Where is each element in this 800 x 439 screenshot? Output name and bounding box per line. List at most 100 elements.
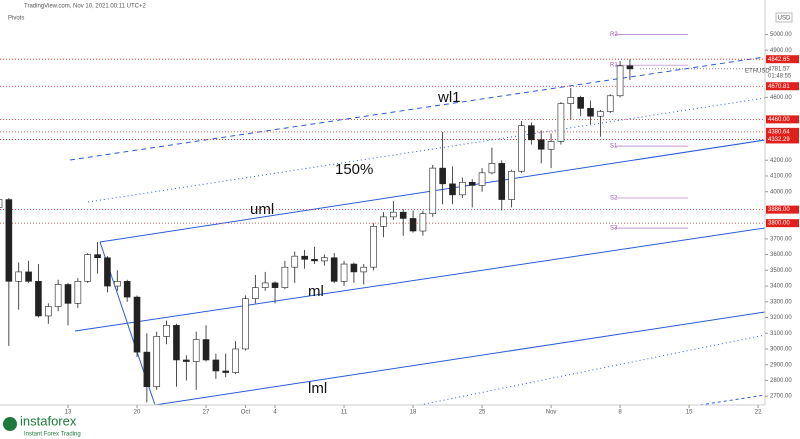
price-tag-label: 4670.81 (768, 84, 790, 90)
candle-body (537, 139, 545, 150)
candle-body (508, 170, 515, 200)
x-tick-label: 25 (479, 410, 486, 416)
currency-button[interactable] (775, 12, 793, 23)
candle-body (409, 218, 417, 232)
candle-body (222, 370, 230, 373)
y-tick-label: 3100.00 (770, 331, 792, 337)
annotation: wl1 (437, 89, 461, 106)
candle-body (311, 259, 318, 262)
currency: USD (778, 16, 791, 22)
candle-body (498, 163, 506, 200)
candle-body (587, 108, 594, 117)
candle-body (192, 339, 200, 362)
candle-body (163, 325, 170, 337)
candle-body (340, 263, 348, 282)
y-tick-label: 5000.00 (770, 32, 792, 38)
y-tick-label: 3500.00 (770, 268, 792, 274)
candle-body (488, 163, 496, 174)
x-tick-label: Nov (546, 410, 557, 416)
candle-body (104, 257, 111, 287)
candle-body (439, 167, 446, 185)
candle-body (449, 183, 456, 196)
candle-body (54, 284, 62, 307)
price-tag (766, 115, 799, 124)
x-tick-label: 27 (203, 410, 210, 416)
lower-line (419, 334, 766, 406)
candle-body (321, 257, 328, 262)
brand: instaforex (20, 413, 77, 428)
candle-body (84, 254, 92, 282)
y-tick-label: 4000.00 (770, 189, 792, 195)
candle-body (183, 359, 190, 362)
watermark: instaforex Instant Forex Trading (3, 413, 81, 438)
candle-body (518, 125, 525, 172)
y-tick-label: 4200.00 (770, 158, 792, 164)
candle-body (281, 266, 289, 288)
y-tick-label: 4100.00 (770, 174, 792, 180)
candle-body (212, 359, 220, 372)
candle-body (597, 111, 604, 117)
price-tag (766, 82, 799, 91)
y-tick-label: 2700.00 (770, 394, 792, 400)
y-tick-label: 3700.00 (770, 236, 792, 242)
tagline: Instant Forex Trading (24, 432, 81, 438)
candle-body (419, 213, 427, 232)
fib-line (87, 97, 766, 203)
candle-body (360, 266, 368, 273)
candle-body (399, 211, 407, 219)
x-tick-label: 18 (410, 410, 417, 416)
candle-body (123, 281, 131, 298)
price-tag-label: 4842.65 (768, 57, 790, 63)
last-price-symbol: ETHUSD (745, 68, 770, 74)
candle-body (114, 281, 121, 287)
y-tick-label: 4900.00 (770, 48, 792, 54)
y-tick-label: 2800.00 (770, 378, 792, 384)
last-price: 4781.57 (768, 66, 790, 72)
logo (3, 417, 17, 431)
y-tick-label: 3400.00 (770, 284, 792, 290)
x-tick-label: 22 (755, 410, 762, 416)
y-tick-label: 2900.00 (770, 362, 792, 368)
x-tick-label: 11 (341, 410, 348, 416)
candle-body (301, 255, 308, 260)
countdown: 01:48:55 (768, 73, 792, 79)
annotation: ml (308, 283, 324, 300)
price-tag (766, 55, 799, 64)
candle-body (468, 181, 476, 186)
pivot-label: S1 (610, 144, 618, 150)
y-tick-label: 3000.00 (770, 347, 792, 353)
x-tick-label: 15 (686, 410, 693, 416)
candle-body (35, 281, 42, 317)
candle-body (429, 167, 437, 215)
candle-body (478, 172, 486, 186)
lml-line (154, 311, 766, 406)
candle-body (0, 199, 3, 208)
candle-body (15, 271, 23, 282)
candle-body (261, 282, 269, 288)
lower-line (699, 394, 766, 406)
candle-body (577, 97, 584, 109)
candle-body (606, 95, 614, 112)
candle-body (567, 97, 575, 104)
candle-body (153, 336, 161, 388)
annotation: lml (308, 380, 327, 397)
x-tick-label: 20 (134, 410, 141, 416)
price-tag-label: 4380.64 (768, 129, 790, 135)
candle-body (44, 306, 52, 317)
price-tag-label: 4460.00 (768, 117, 790, 123)
candle-body (528, 125, 535, 141)
annotation: 150% (335, 161, 373, 178)
candle-body (291, 255, 299, 268)
candle-body (616, 65, 624, 97)
candle-body (202, 339, 210, 361)
y-tick-label: 4600.00 (770, 95, 792, 101)
x-tick-label: 13 (65, 410, 72, 416)
candle-body (143, 351, 151, 388)
candle-body (390, 211, 397, 218)
price-tag-label: 4332.29 (768, 137, 790, 143)
candle-body (133, 296, 141, 353)
candle-body (380, 216, 387, 227)
candle-body (271, 282, 279, 288)
candle-body (459, 181, 466, 196)
